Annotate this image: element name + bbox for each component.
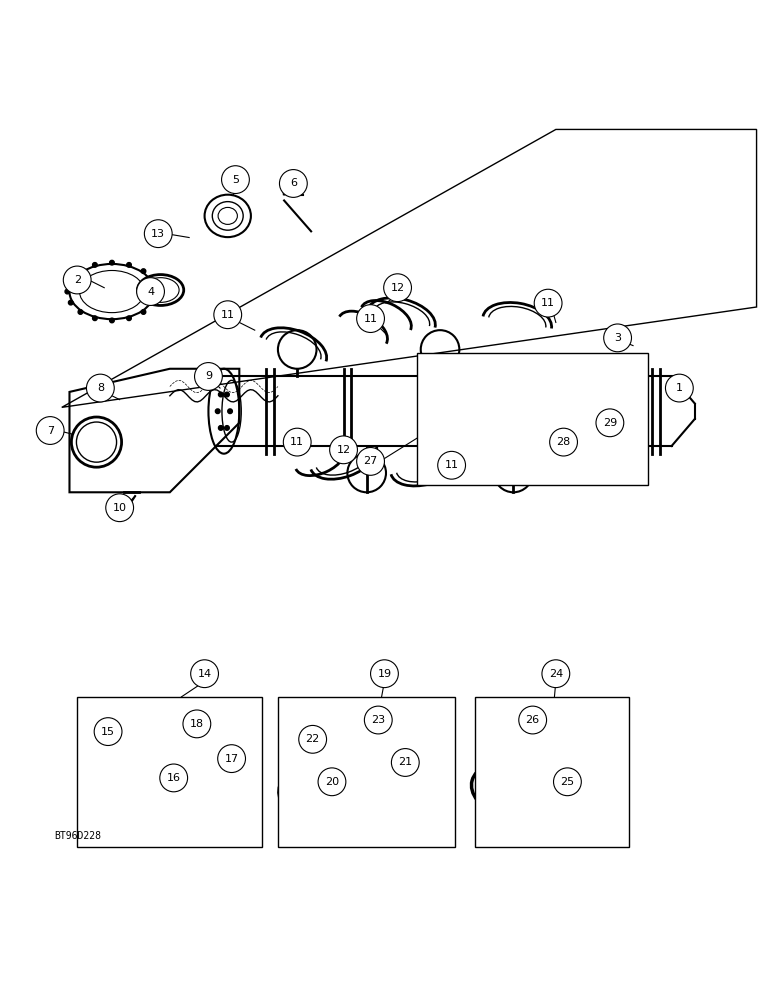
Circle shape — [357, 448, 384, 475]
Circle shape — [225, 426, 229, 430]
Text: 4: 4 — [147, 287, 154, 297]
Circle shape — [542, 660, 570, 688]
Text: 25: 25 — [560, 777, 574, 787]
FancyBboxPatch shape — [278, 697, 455, 847]
Circle shape — [391, 749, 419, 776]
Circle shape — [371, 660, 398, 688]
Circle shape — [151, 300, 155, 305]
Circle shape — [78, 269, 83, 273]
Circle shape — [195, 363, 222, 390]
Text: 17: 17 — [225, 754, 239, 764]
FancyBboxPatch shape — [475, 697, 629, 847]
Circle shape — [127, 316, 131, 321]
Circle shape — [218, 745, 245, 773]
Circle shape — [519, 706, 547, 734]
Circle shape — [65, 289, 69, 294]
Text: 7: 7 — [46, 426, 54, 436]
Circle shape — [36, 417, 64, 444]
Text: 12: 12 — [337, 445, 350, 455]
Circle shape — [438, 451, 466, 479]
Circle shape — [228, 409, 232, 414]
Circle shape — [318, 768, 346, 796]
Circle shape — [554, 768, 581, 796]
Text: 8: 8 — [96, 383, 104, 393]
Circle shape — [69, 278, 73, 283]
Text: BT96D228: BT96D228 — [54, 831, 101, 841]
Circle shape — [218, 426, 223, 430]
Text: 1: 1 — [676, 383, 683, 393]
Circle shape — [214, 301, 242, 329]
Circle shape — [218, 392, 223, 397]
Circle shape — [137, 278, 164, 305]
Circle shape — [93, 316, 97, 321]
Circle shape — [279, 170, 307, 197]
Text: 27: 27 — [364, 456, 378, 466]
Circle shape — [550, 428, 577, 456]
Text: 13: 13 — [151, 229, 165, 239]
Circle shape — [69, 300, 73, 305]
Circle shape — [225, 392, 229, 397]
Circle shape — [191, 660, 218, 688]
Circle shape — [604, 324, 631, 352]
Text: 2: 2 — [73, 275, 81, 285]
Circle shape — [665, 374, 693, 402]
Circle shape — [144, 220, 172, 248]
Text: 28: 28 — [557, 437, 571, 447]
Text: 24: 24 — [549, 669, 563, 679]
Text: 12: 12 — [391, 283, 405, 293]
Text: 21: 21 — [398, 757, 412, 767]
Circle shape — [93, 263, 97, 267]
Text: 18: 18 — [190, 719, 204, 729]
Circle shape — [534, 289, 562, 317]
FancyBboxPatch shape — [77, 697, 262, 847]
Circle shape — [283, 428, 311, 456]
Circle shape — [106, 494, 134, 522]
Text: 10: 10 — [113, 503, 127, 513]
Circle shape — [299, 725, 327, 753]
Circle shape — [364, 706, 392, 734]
Circle shape — [78, 310, 83, 314]
Circle shape — [222, 166, 249, 194]
Text: 3: 3 — [614, 333, 621, 343]
Text: 6: 6 — [290, 178, 297, 188]
Circle shape — [94, 718, 122, 745]
Text: 20: 20 — [325, 777, 339, 787]
Circle shape — [357, 305, 384, 332]
Text: 19: 19 — [378, 669, 391, 679]
Circle shape — [330, 436, 357, 464]
Circle shape — [141, 269, 146, 273]
Circle shape — [141, 310, 146, 314]
Text: 23: 23 — [371, 715, 385, 725]
FancyBboxPatch shape — [417, 353, 648, 485]
Circle shape — [596, 409, 624, 437]
Text: 11: 11 — [221, 310, 235, 320]
Circle shape — [110, 260, 114, 265]
Circle shape — [183, 710, 211, 738]
Circle shape — [384, 274, 411, 302]
Circle shape — [154, 289, 159, 294]
Text: 11: 11 — [445, 460, 459, 470]
Circle shape — [127, 263, 131, 267]
Circle shape — [215, 409, 220, 414]
Circle shape — [63, 266, 91, 294]
Text: 22: 22 — [306, 734, 320, 744]
Text: 29: 29 — [603, 418, 617, 428]
Text: 15: 15 — [101, 727, 115, 737]
Circle shape — [110, 318, 114, 323]
Text: 11: 11 — [541, 298, 555, 308]
Circle shape — [160, 764, 188, 792]
Text: 26: 26 — [526, 715, 540, 725]
Text: 11: 11 — [290, 437, 304, 447]
Text: 16: 16 — [167, 773, 181, 783]
Circle shape — [86, 374, 114, 402]
Circle shape — [151, 278, 155, 283]
Text: 11: 11 — [364, 314, 378, 324]
Text: 14: 14 — [198, 669, 212, 679]
Text: 9: 9 — [205, 371, 212, 381]
Text: 5: 5 — [232, 175, 239, 185]
